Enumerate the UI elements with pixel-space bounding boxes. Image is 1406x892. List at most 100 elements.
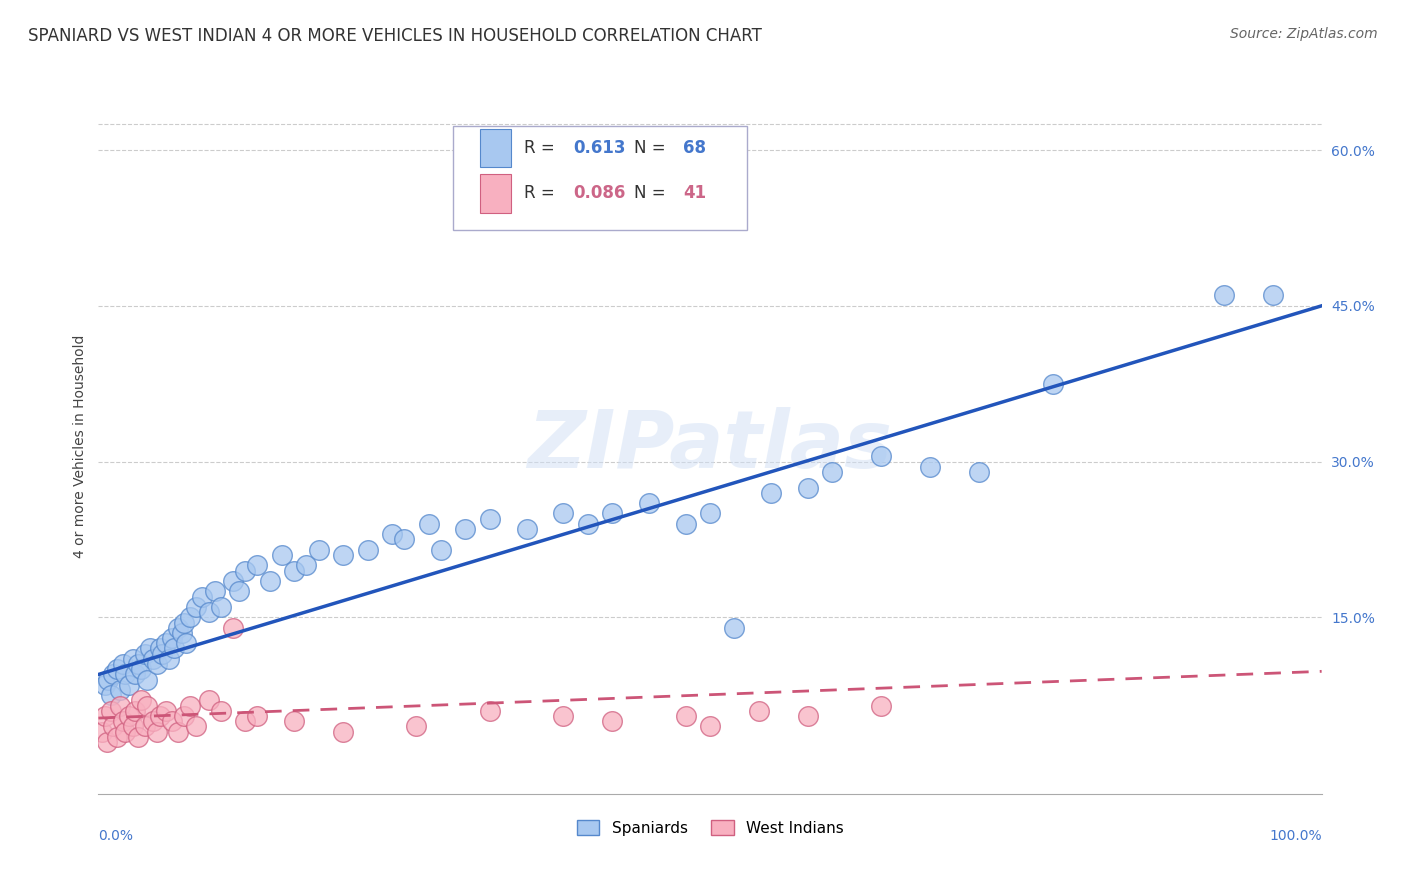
- Point: [124, 667, 146, 681]
- Point: [179, 610, 201, 624]
- Point: [111, 714, 134, 729]
- Text: Source: ZipAtlas.com: Source: ZipAtlas.com: [1230, 27, 1378, 41]
- Point: [332, 724, 354, 739]
- Point: [870, 698, 893, 713]
- Point: [515, 522, 537, 536]
- Point: [228, 584, 250, 599]
- Point: [176, 636, 198, 650]
- Point: [967, 465, 990, 479]
- Point: [100, 688, 122, 702]
- Point: [129, 662, 152, 676]
- Point: [270, 548, 294, 562]
- Point: [332, 548, 354, 562]
- Point: [233, 564, 256, 578]
- Point: [405, 719, 427, 733]
- Point: [149, 641, 172, 656]
- Point: [675, 709, 697, 723]
- Point: [295, 558, 318, 573]
- Point: [118, 678, 141, 692]
- Point: [155, 704, 177, 718]
- Point: [170, 626, 193, 640]
- Point: [392, 533, 416, 547]
- Legend: Spaniards, West Indians: Spaniards, West Indians: [571, 814, 849, 842]
- Point: [1042, 376, 1064, 391]
- Point: [259, 574, 281, 588]
- Y-axis label: 4 or more Vehicles in Household: 4 or more Vehicles in Household: [73, 334, 87, 558]
- Point: [124, 704, 146, 718]
- Point: [381, 527, 404, 541]
- Point: [1212, 288, 1234, 302]
- FancyBboxPatch shape: [479, 174, 510, 212]
- Point: [136, 698, 159, 713]
- Point: [96, 735, 118, 749]
- Point: [430, 542, 453, 557]
- Point: [761, 485, 783, 500]
- Point: [127, 730, 149, 744]
- Point: [134, 647, 156, 661]
- Point: [111, 657, 134, 671]
- Point: [797, 709, 820, 723]
- Point: [222, 621, 245, 635]
- Point: [157, 652, 180, 666]
- Text: 100.0%: 100.0%: [1270, 829, 1322, 843]
- FancyBboxPatch shape: [479, 129, 510, 168]
- Point: [118, 709, 141, 723]
- Point: [167, 621, 190, 635]
- Point: [139, 641, 162, 656]
- Point: [173, 615, 195, 630]
- Point: [920, 459, 942, 474]
- Point: [191, 590, 214, 604]
- Point: [197, 693, 219, 707]
- Text: N =: N =: [634, 185, 671, 202]
- Point: [283, 564, 305, 578]
- Point: [142, 652, 165, 666]
- Point: [149, 709, 172, 723]
- Point: [748, 704, 770, 718]
- Text: 0.613: 0.613: [574, 139, 626, 157]
- Text: R =: R =: [524, 139, 560, 157]
- Point: [114, 667, 136, 681]
- Point: [209, 704, 232, 718]
- Point: [146, 724, 169, 739]
- Point: [797, 481, 820, 495]
- Text: 41: 41: [683, 185, 706, 202]
- Point: [100, 704, 122, 718]
- Point: [110, 683, 132, 698]
- Point: [114, 724, 136, 739]
- Point: [283, 714, 305, 729]
- Point: [91, 724, 114, 739]
- Point: [209, 599, 232, 614]
- Point: [478, 511, 501, 525]
- Text: 0.086: 0.086: [574, 185, 626, 202]
- Point: [204, 584, 226, 599]
- Point: [1261, 288, 1284, 302]
- Point: [637, 496, 661, 510]
- Point: [101, 667, 124, 681]
- Point: [553, 507, 575, 521]
- Point: [129, 693, 152, 707]
- Point: [105, 662, 128, 676]
- Point: [167, 724, 190, 739]
- Point: [197, 605, 219, 619]
- Point: [246, 709, 269, 723]
- Text: 0.0%: 0.0%: [98, 829, 134, 843]
- Point: [723, 621, 745, 635]
- Text: 68: 68: [683, 139, 706, 157]
- Point: [160, 631, 183, 645]
- Point: [155, 636, 177, 650]
- Point: [222, 574, 245, 588]
- Point: [553, 709, 575, 723]
- Point: [675, 516, 697, 531]
- Point: [163, 641, 186, 656]
- Point: [870, 450, 893, 464]
- Point: [93, 678, 115, 692]
- Point: [150, 647, 173, 661]
- Point: [454, 522, 477, 536]
- Point: [478, 704, 501, 718]
- Point: [160, 714, 183, 729]
- Point: [105, 730, 128, 744]
- Point: [418, 516, 440, 531]
- Point: [600, 507, 623, 521]
- Point: [699, 719, 721, 733]
- Point: [186, 719, 208, 733]
